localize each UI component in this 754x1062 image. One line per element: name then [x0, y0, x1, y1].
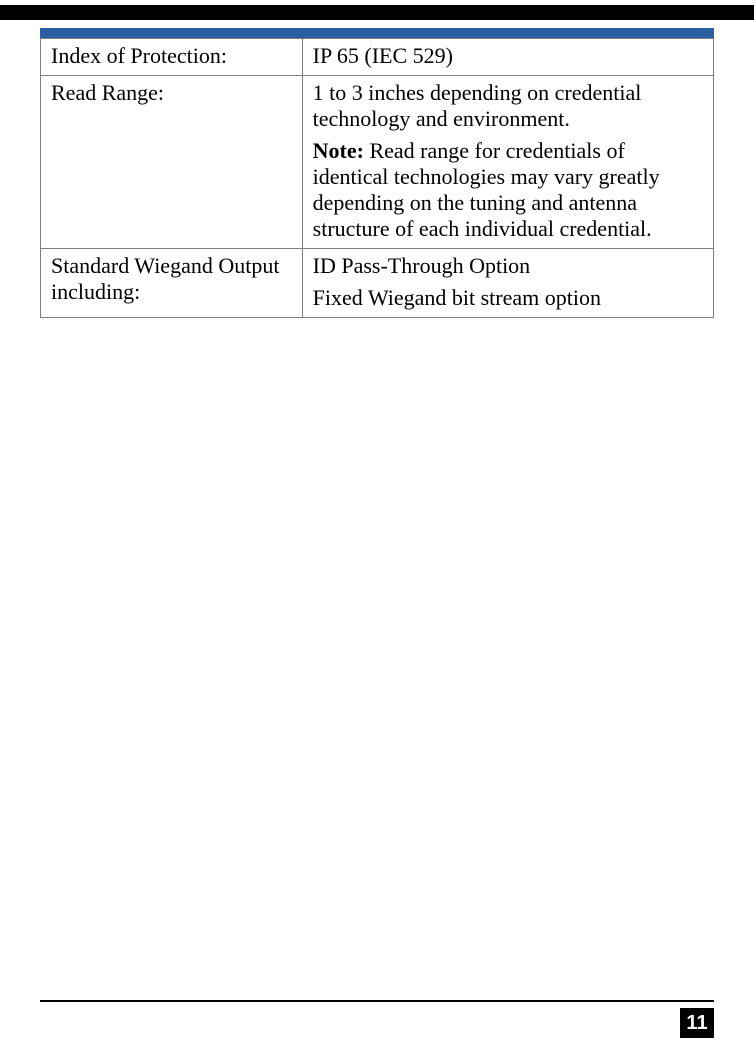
page: Index of Protection: IP 65 (IEC 529) Rea…: [0, 0, 754, 1062]
spec-value-block: IP 65 (IEC 529): [313, 43, 703, 69]
table-row: Read Range: 1 to 3 inches depending on c…: [41, 76, 714, 249]
spec-value-text: 1 to 3 inches depending on credential te…: [313, 80, 642, 131]
spec-label-text: Standard Wiegand Output including:: [51, 253, 279, 304]
footer-rule: [40, 1000, 714, 1002]
spec-value-block: Note: Read range for credentials of iden…: [313, 138, 703, 242]
table-row: Standard Wiegand Output including: ID Pa…: [41, 249, 714, 318]
spec-label: Read Range:: [41, 76, 303, 249]
spec-table: Index of Protection: IP 65 (IEC 529) Rea…: [40, 38, 714, 318]
spec-value-text: ID Pass-Through Option: [313, 253, 531, 278]
spec-value: IP 65 (IEC 529): [302, 39, 713, 76]
spec-value-block: 1 to 3 inches depending on credential te…: [313, 80, 703, 132]
spec-label-text: Index of Protection:: [51, 43, 227, 68]
spec-table-body: Index of Protection: IP 65 (IEC 529) Rea…: [41, 39, 714, 318]
header-blue-bar: [40, 28, 714, 38]
spec-value-text: Read range for credentials of identical …: [313, 138, 660, 241]
spec-value-block: Fixed Wiegand bit stream option: [313, 285, 703, 311]
spec-value-text: IP 65 (IEC 529): [313, 43, 453, 68]
spec-label-text: Read Range:: [51, 80, 164, 105]
spec-value-text: Fixed Wiegand bit stream option: [313, 285, 601, 310]
spec-label: Index of Protection:: [41, 39, 303, 76]
spec-value: ID Pass-Through Option Fixed Wiegand bit…: [302, 249, 713, 318]
page-number-badge: 11: [680, 1008, 714, 1038]
table-row: Index of Protection: IP 65 (IEC 529): [41, 39, 714, 76]
page-number: 11: [686, 1012, 707, 1034]
spec-value-block: ID Pass-Through Option: [313, 253, 703, 279]
spec-label: Standard Wiegand Output including:: [41, 249, 303, 318]
spec-value: 1 to 3 inches depending on credential te…: [302, 76, 713, 249]
note-label: Note:: [313, 138, 364, 163]
header-black-bar: [0, 5, 754, 20]
